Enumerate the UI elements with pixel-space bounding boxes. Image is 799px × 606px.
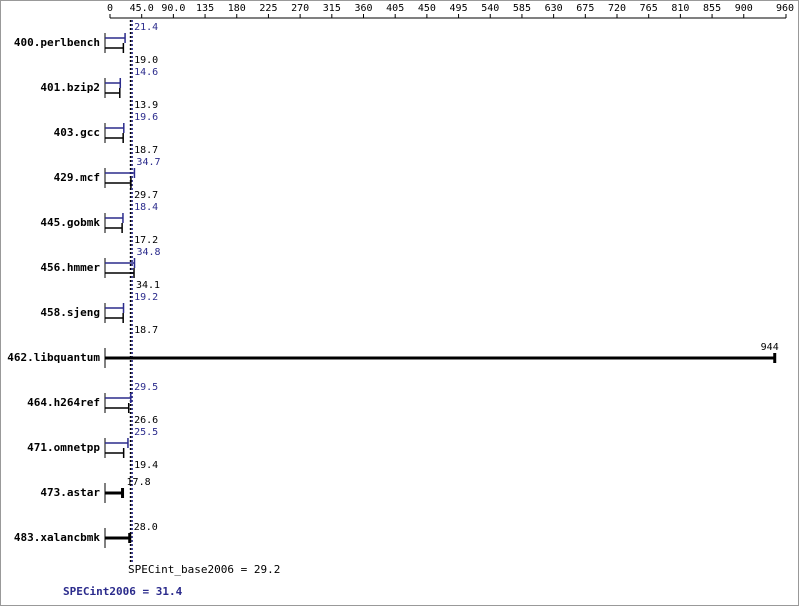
value-label: 944 (761, 342, 779, 353)
x-tick-label: 765 (640, 3, 658, 14)
x-tick-label: 225 (259, 3, 277, 14)
bar (105, 313, 124, 323)
category-label: 400.perlbench (14, 36, 100, 49)
x-tick-label: 630 (545, 3, 563, 14)
bar (105, 403, 130, 413)
x-tick-label: 810 (671, 3, 689, 14)
bar-combined (105, 533, 132, 543)
category-label: 462.libquantum (7, 351, 100, 364)
value-label: 26.6 (134, 415, 158, 426)
value-label: 19.0 (134, 55, 158, 66)
value-label: 29.7 (134, 190, 158, 201)
x-tick-label: 90.0 (161, 3, 185, 14)
x-tick-label: 585 (513, 3, 531, 14)
bar (105, 213, 124, 223)
value-label: 29.5 (134, 382, 158, 393)
category-label: 458.sjeng (40, 306, 100, 319)
x-tick-label: 540 (481, 3, 499, 14)
bar (105, 168, 136, 178)
bar (105, 268, 135, 278)
x-tick-label: 360 (354, 3, 372, 14)
category-label: 456.hmmer (40, 261, 100, 274)
value-label: 34.7 (136, 157, 160, 168)
bar (105, 223, 123, 233)
value-label: 34.1 (136, 280, 160, 291)
value-label: 34.8 (137, 247, 161, 258)
summary-label: SPECint2006 = 31.4 (63, 585, 183, 598)
bar (105, 33, 126, 43)
value-label: 21.4 (134, 22, 158, 33)
category-label: 445.gobmk (40, 216, 100, 229)
value-label: 14.6 (134, 67, 158, 78)
value-label: 25.5 (134, 427, 158, 438)
value-label: 18.7 (134, 325, 158, 336)
category-label: 464.h264ref (27, 396, 100, 409)
x-tick-label: 960 (776, 3, 794, 14)
bar-combined (105, 488, 125, 498)
bar (105, 43, 125, 53)
category-label: 429.mcf (54, 171, 100, 184)
value-label: 13.9 (134, 100, 158, 111)
bar (105, 258, 136, 268)
category-label: 401.bzip2 (40, 81, 100, 94)
x-tick-label: 135 (196, 3, 214, 14)
value-label: 19.4 (134, 460, 158, 471)
x-tick-label: 45.0 (130, 3, 154, 14)
x-tick-label: 900 (735, 3, 753, 14)
bar (105, 303, 125, 313)
x-tick-label: 450 (418, 3, 436, 14)
bar (105, 438, 129, 448)
value-label: 17.2 (134, 235, 158, 246)
category-label: 471.omnetpp (27, 441, 100, 454)
bar (105, 123, 125, 133)
x-tick-label: 675 (576, 3, 594, 14)
category-label: 473.astar (40, 486, 100, 499)
value-label: 19.2 (134, 292, 158, 303)
bar (105, 78, 122, 88)
x-tick-label: 855 (703, 3, 721, 14)
x-tick-label: 0 (107, 3, 113, 14)
bar (105, 393, 132, 403)
x-tick-label: 405 (386, 3, 404, 14)
summary-label: SPECint_base2006 = 29.2 (128, 563, 280, 576)
value-label: 28.0 (134, 522, 158, 533)
bar (105, 448, 125, 458)
x-tick-label: 495 (450, 3, 468, 14)
bar (105, 88, 121, 98)
value-label: 18.7 (134, 145, 158, 156)
category-label: 483.xalancbmk (14, 531, 100, 544)
x-tick-label: 315 (323, 3, 341, 14)
category-label: 403.gcc (54, 126, 100, 139)
value-label: 19.6 (134, 112, 158, 123)
value-label: 18.4 (134, 202, 158, 213)
x-tick-label: 720 (608, 3, 626, 14)
bar (105, 178, 132, 188)
value-label: 17.8 (127, 477, 151, 488)
x-tick-label: 270 (291, 3, 309, 14)
bar (105, 133, 124, 143)
x-tick-label: 180 (228, 3, 246, 14)
bar-combined (105, 353, 777, 363)
